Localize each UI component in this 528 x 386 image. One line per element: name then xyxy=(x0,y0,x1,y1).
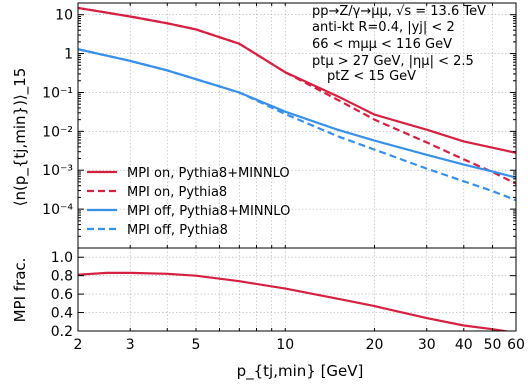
y-tick-label-ratio: 0.8 xyxy=(51,269,73,285)
main-grid xyxy=(77,3,517,248)
x-tick-label: 40 xyxy=(455,337,473,353)
y-tick-label-main: 10⁻³ xyxy=(42,163,73,179)
annotation-jets: anti-kt R=0.4, |yj| < 2 xyxy=(312,20,455,35)
x-tick-label: 2 xyxy=(74,337,83,353)
series-line-1 xyxy=(78,6,516,185)
annotation-ptz: ptZ < 15 GeV xyxy=(327,69,416,84)
series-line-2 xyxy=(78,48,516,179)
main-series xyxy=(78,6,516,202)
annotation-process: pp→Z/γ→μμ, √s = 13.6 TeV xyxy=(312,4,486,19)
annotation-muon-cuts: ptμ > 27 GeV, |ημ| < 2.5 xyxy=(312,54,474,69)
series-line-3 xyxy=(78,48,516,202)
ratio-series-line-0 xyxy=(78,271,512,331)
y-tick-label-ratio: 1.0 xyxy=(51,250,73,266)
ratio-frame xyxy=(77,247,517,332)
legend-label-2: MPI off, Pythia8+MINNLO xyxy=(127,204,290,219)
y-axis-label-ratio: MPI frac. xyxy=(11,258,29,323)
y-tick-label-ratio: 0.2 xyxy=(51,324,73,340)
series-line-0 xyxy=(78,6,516,154)
axes: 10 1 10⁻¹ 10⁻² 10⁻³ 10⁻⁴ 1.0 0.8 0.6 0.4 0.22 3 5 10 2… xyxy=(42,2,525,353)
y-tick-label-main: 10⁻² xyxy=(42,124,73,140)
legend: MPI on, Pythia8+MINNLO MPI on, Pythia8 MPI… xyxy=(87,166,290,238)
x-tick-label: 30 xyxy=(418,337,436,353)
ratio-series xyxy=(78,271,512,331)
y-tick-label-ratio: 0.6 xyxy=(51,287,73,303)
x-tick-label: 50 xyxy=(484,337,502,353)
y-tick-label-main: 10 xyxy=(55,8,73,24)
x-tick-label: 5 xyxy=(192,337,201,353)
y-tick-label-main: 10⁻¹ xyxy=(42,85,73,101)
x-axis-label: p_{tj,min} [GeV] xyxy=(237,362,364,381)
y-tick-label-main: 1 xyxy=(64,47,73,63)
x-tick-label: 3 xyxy=(126,337,135,353)
annotation-mass: 66 < mμμ < 116 GeV xyxy=(312,37,452,52)
y-tick-label-ratio: 0.4 xyxy=(51,306,73,322)
legend-label-1: MPI on, Pythia8 xyxy=(127,185,227,200)
legend-label-3: MPI off, Pythia8 xyxy=(127,223,228,238)
ratio-grid xyxy=(77,248,517,332)
x-tick-label: 60 xyxy=(507,337,525,353)
x-tick-label: 10 xyxy=(276,337,294,353)
x-tick-label: 20 xyxy=(366,337,384,353)
y-tick-label-main: 10⁻⁴ xyxy=(42,202,73,218)
annotation-block: pp→Z/γ→μμ, √s = 13.6 TeV anti-kt R=0.4, … xyxy=(312,4,486,84)
y-axis-label-main: ⟨n(p_{tj,min})⟩_15 xyxy=(11,68,30,207)
legend-label-0: MPI on, Pythia8+MINNLO xyxy=(127,166,290,181)
